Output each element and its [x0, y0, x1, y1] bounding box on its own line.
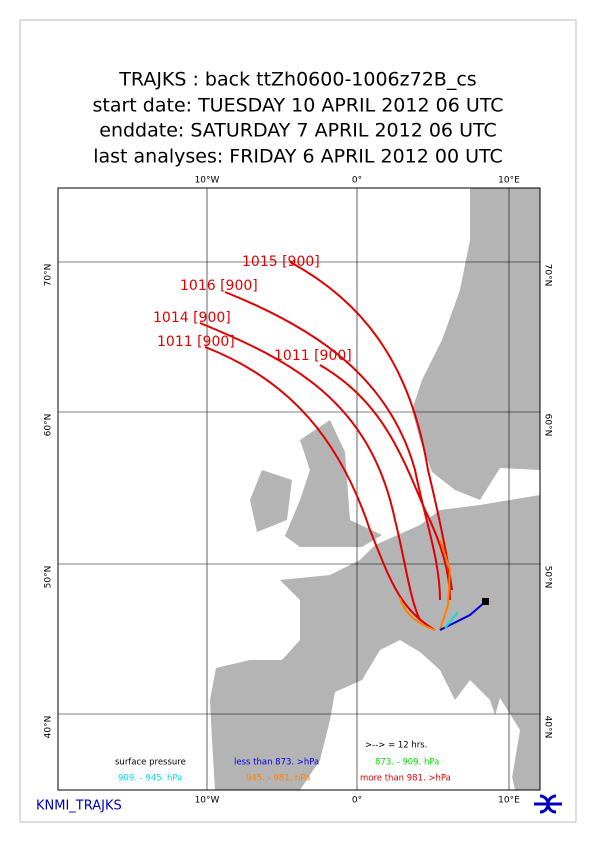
logo	[534, 794, 562, 814]
trajectory-label: 1015 [900]	[242, 254, 320, 270]
lon-label: 10°W	[195, 796, 220, 806]
lon-label: 10°W	[195, 176, 220, 186]
lat-label: 70°N	[44, 264, 54, 287]
lon-label: 0°	[352, 176, 362, 186]
title-line: last analyses: FRIDAY 6 APRIL 2012 00 UT…	[93, 146, 503, 168]
title-line: enddate: SATURDAY 7 APRIL 2012 06 UTC	[99, 120, 496, 142]
legend-item: 873. - 909. hPa	[375, 758, 439, 768]
title-line: TRAJKS : back ttZh0600-1006z72B_cs	[118, 69, 476, 91]
legend-item: 945. - 981. hPa	[246, 774, 310, 784]
lon-label: 0°	[352, 796, 362, 806]
trajectory-label: 1014 [900]	[153, 310, 231, 326]
lat-label: 40°N	[44, 716, 54, 739]
lon-label: 10°E	[498, 796, 520, 806]
lat-label: 60°N	[543, 414, 553, 437]
page-border	[19, 19, 577, 823]
trajectory-label: 1011 [900]	[157, 334, 235, 350]
lat-label: 50°N	[44, 566, 54, 589]
legend-title: surface pressure	[115, 758, 186, 768]
trajectory-label: 1011 [900]	[274, 348, 352, 364]
legend-item: more than 981. >hPa	[360, 774, 451, 784]
trajectories	[199, 261, 489, 631]
map-frame	[57, 187, 541, 791]
legend-note: >--> = 12 hrs.	[365, 741, 427, 751]
graticule	[58, 188, 540, 790]
title-line: start date: TUESDAY 10 APRIL 2012 06 UTC	[93, 95, 504, 117]
lat-label: 50°N	[543, 566, 553, 589]
lat-label: 40°N	[543, 716, 553, 739]
legend-item: less than 873. >hPa	[234, 758, 319, 768]
lat-label: 60°N	[44, 414, 54, 437]
lon-label: 10°E	[498, 176, 520, 186]
trajectory-label: 1016 [900]	[180, 278, 258, 294]
lat-label: 70°N	[543, 264, 553, 287]
land	[210, 188, 540, 790]
footer-brand: KNMI_TRAJKS	[36, 799, 122, 814]
legend-item: 909. - 945. hPa	[118, 774, 182, 784]
map: 1015 [900] 1016 [900] 1014 [900] 1011 [9…	[44, 176, 553, 806]
legend: >--> = 12 hrs. surface pressure less tha…	[115, 741, 451, 784]
